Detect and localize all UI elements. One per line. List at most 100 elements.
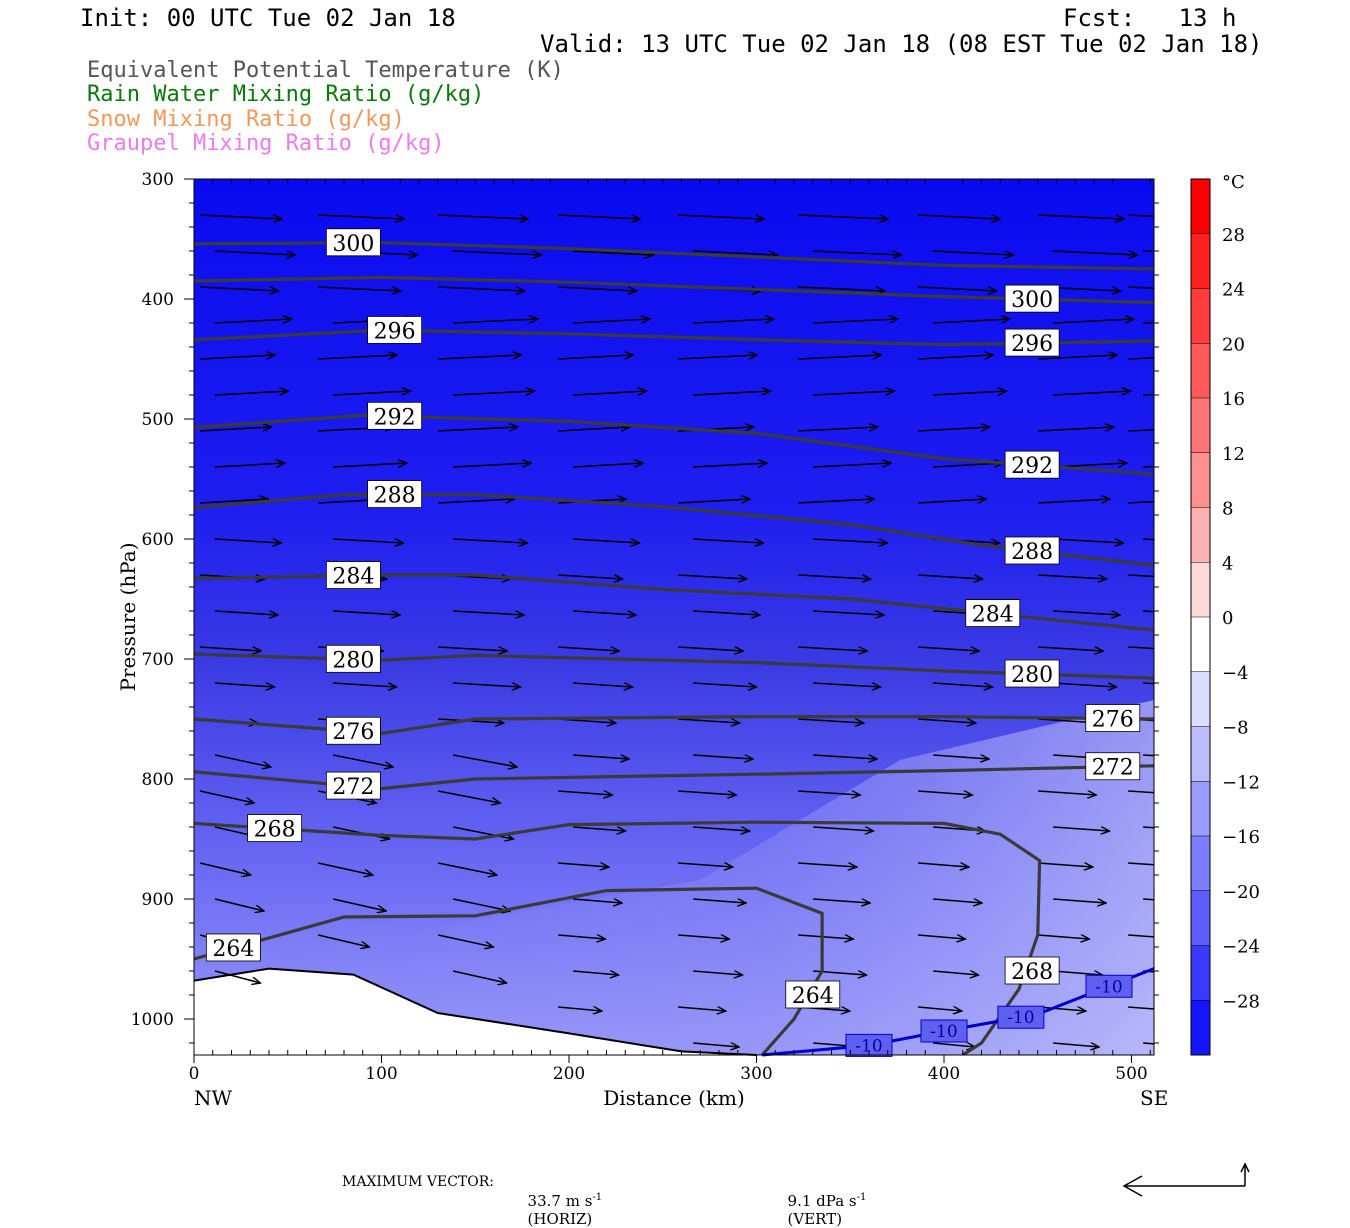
wind-vector xyxy=(678,499,750,504)
wind-vector xyxy=(214,391,288,396)
colorbar-label: 0 xyxy=(1222,608,1233,629)
wind-vector xyxy=(1128,646,1154,650)
wind-vector xyxy=(1128,574,1154,578)
wind-vector xyxy=(317,934,369,947)
legend-snow: Snow Mixing Ratio (g/kg) xyxy=(87,107,405,132)
wind-vector xyxy=(1053,682,1116,687)
wind-vector xyxy=(678,574,747,579)
wind-vector xyxy=(1038,862,1093,867)
y-tick-label-500: 500 xyxy=(142,410,174,430)
wind-vector xyxy=(214,682,274,687)
wind-vector xyxy=(813,319,898,324)
wind-vector xyxy=(214,754,271,767)
theta-e-label-292: 292 xyxy=(374,405,416,430)
x-tick-label-100: 100 xyxy=(365,1064,397,1084)
theta-e-label-264: 264 xyxy=(212,937,254,962)
wind-vector xyxy=(1053,610,1120,615)
valid-time: Valid: 13 UTC Tue 02 Jan 18 (08 EST Tue … xyxy=(540,30,1263,58)
wind-vector xyxy=(317,862,373,875)
theta-e-label-box-296 xyxy=(1004,328,1060,357)
max-vector-horiz-value: 33.7 m s xyxy=(527,1192,593,1210)
wind-vector xyxy=(1128,286,1154,289)
wind-vector xyxy=(798,862,857,867)
wind-vector xyxy=(214,250,295,255)
theta-e-label-300: 300 xyxy=(1011,288,1053,313)
wind-vector xyxy=(918,214,1000,219)
wind-vector xyxy=(438,427,518,432)
wind-vector xyxy=(1143,1042,1154,1045)
wind-vector xyxy=(1143,898,1154,901)
colorbar-swatch xyxy=(1191,288,1210,344)
wind-vector xyxy=(214,970,260,983)
wind-vector xyxy=(933,971,978,975)
wind-vector xyxy=(693,826,749,831)
temperature-contours: -10 -10 -10 -10 xyxy=(761,967,1155,1057)
wind-vector xyxy=(199,355,275,360)
wind-vector xyxy=(693,250,777,255)
wind-vector xyxy=(813,754,877,759)
wind-vector xyxy=(333,682,396,687)
theta-e-label-264: 264 xyxy=(792,984,834,1009)
wind-vector xyxy=(798,574,871,579)
theta-e-label-284: 284 xyxy=(972,603,1014,628)
wind-vector xyxy=(453,610,524,615)
wind-vector xyxy=(1038,574,1107,579)
wind-vector xyxy=(798,214,888,219)
wind-vector xyxy=(333,463,407,468)
theta-e-label-box-264 xyxy=(785,980,841,1009)
init-time: Init: 00 UTC Tue 02 Jan 18 xyxy=(80,4,456,32)
wind-vector xyxy=(573,971,618,975)
temperature-label: -10 xyxy=(1095,977,1122,997)
max-vector-horiz-exp: -1 xyxy=(592,1192,603,1203)
theta-e-label-box-268 xyxy=(1004,956,1060,985)
temperature-label-box xyxy=(997,1005,1045,1029)
wind-vector xyxy=(1128,428,1154,432)
wind-vector xyxy=(1038,355,1117,360)
wind-vector xyxy=(573,682,632,687)
wind-vector xyxy=(678,934,729,939)
wind-vector xyxy=(1038,214,1124,219)
wind-vector xyxy=(1038,934,1089,939)
wind-vector xyxy=(1038,790,1096,795)
wind-vector xyxy=(558,355,633,360)
x-axis-left-end: NW xyxy=(194,1086,233,1110)
colorbar-swatch xyxy=(1191,890,1210,946)
wind-vector xyxy=(918,427,990,432)
theta-e-label-292: 292 xyxy=(1011,454,1053,479)
wind-vector xyxy=(933,898,982,903)
wind-vector xyxy=(918,355,993,360)
wind-vector xyxy=(558,862,609,867)
wind-vector xyxy=(693,970,742,975)
y-axis-label: Pressure (hPa) xyxy=(116,543,140,692)
wind-vector xyxy=(199,427,272,432)
wind-vector xyxy=(693,1043,739,1047)
wind-vector xyxy=(437,862,497,875)
max-vector-vert-value: 9.1 dPa s xyxy=(787,1192,857,1210)
wind-vector xyxy=(1053,319,1134,324)
wind-vector xyxy=(214,319,292,324)
theta-e-label-box-300 xyxy=(1004,284,1060,313)
wind-vector xyxy=(453,682,520,687)
wind-vector xyxy=(558,214,640,219)
wind-vector xyxy=(693,463,767,468)
theta-e-label-284: 284 xyxy=(332,565,374,590)
colorbar-label: 16 xyxy=(1222,389,1245,410)
y-tick-label-300: 300 xyxy=(142,170,174,190)
wind-vector xyxy=(1128,214,1154,217)
wind-vector xyxy=(453,463,531,468)
wind-vector xyxy=(918,718,976,723)
wind-vector xyxy=(678,646,743,651)
wind-vector xyxy=(933,319,1010,324)
temperature-label-box xyxy=(920,1019,968,1043)
theta-e-label-box-264 xyxy=(205,933,261,962)
theta-e-label-box-276 xyxy=(1085,704,1141,732)
wind-vector xyxy=(798,790,860,795)
wind-vector xyxy=(199,286,279,291)
wind-vector xyxy=(678,790,736,795)
wind-vector xyxy=(452,970,506,983)
colorbar-unit: °C xyxy=(1222,172,1245,193)
wind-vector xyxy=(438,286,525,291)
colorbar-label: −4 xyxy=(1222,663,1249,684)
colorbar-swatch xyxy=(1191,507,1210,563)
wind-vector xyxy=(333,391,410,396)
